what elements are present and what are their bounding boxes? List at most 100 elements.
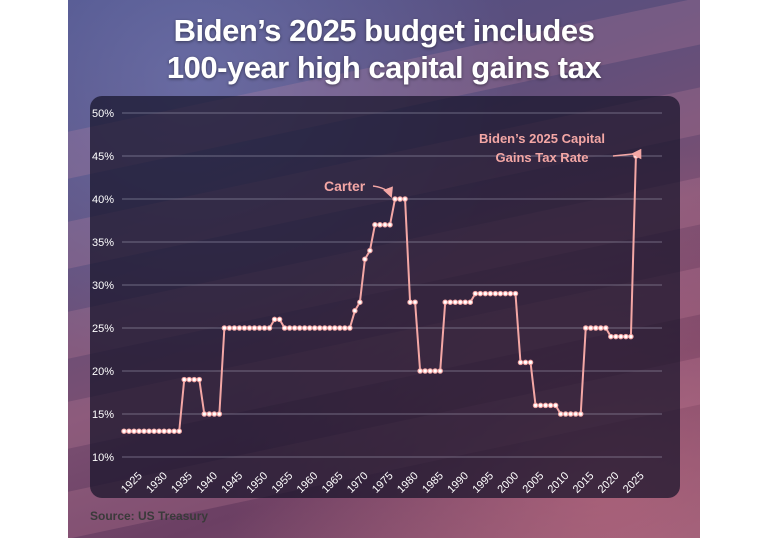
data-point — [296, 325, 303, 331]
data-point — [181, 376, 187, 383]
data-point — [407, 299, 413, 305]
y-tick-label: 45% — [92, 151, 114, 163]
data-point — [582, 325, 589, 331]
data-point — [593, 325, 599, 331]
data-point — [281, 325, 288, 331]
data-point — [286, 325, 293, 331]
data-point — [382, 222, 388, 228]
x-tick-label: 1940 — [194, 470, 220, 496]
data-point — [211, 411, 218, 417]
data-point — [598, 325, 604, 331]
data-point — [492, 290, 499, 297]
data-point — [176, 428, 182, 434]
y-tick-label: 25% — [92, 323, 114, 335]
data-point — [126, 428, 132, 434]
data-point — [633, 153, 639, 159]
x-tick-label: 2005 — [521, 470, 547, 496]
data-point — [136, 428, 142, 434]
data-point — [522, 359, 529, 366]
y-tick-label: 30% — [92, 280, 114, 292]
annotation-biden-line-1: Biden’s 2025 Capital — [479, 131, 605, 146]
data-point — [261, 325, 268, 331]
data-point — [141, 428, 147, 434]
data-point — [332, 325, 338, 331]
headline-line-1: Biden’s 2025 budget includes — [173, 13, 595, 48]
data-point — [377, 222, 383, 228]
data-point — [517, 359, 524, 366]
data-point — [151, 428, 157, 434]
data-point — [166, 428, 172, 434]
y-tick-label: 10% — [92, 452, 114, 464]
data-point — [497, 290, 504, 297]
annotation-biden-line-2: Gains Tax Rate — [496, 150, 589, 165]
data-point — [567, 411, 574, 417]
data-point — [537, 402, 544, 409]
data-point — [613, 333, 619, 340]
x-tick-label: 2020 — [596, 470, 622, 496]
data-point — [618, 333, 624, 340]
data-point — [316, 325, 323, 331]
x-tick-label: 1985 — [420, 470, 446, 496]
data-point — [527, 359, 534, 366]
data-point — [251, 325, 258, 331]
data-point — [532, 402, 539, 409]
data-point — [206, 411, 213, 417]
data-point — [588, 325, 594, 331]
annotation-arrow-biden — [612, 148, 642, 160]
data-point — [171, 428, 177, 434]
x-tick-label: 2000 — [495, 470, 521, 496]
data-point — [577, 411, 584, 417]
data-point — [322, 325, 328, 331]
tax-rate-line — [124, 155, 637, 433]
data-point — [542, 402, 549, 409]
data-point — [327, 325, 333, 331]
data-point — [216, 411, 223, 417]
y-tick-label: 40% — [92, 194, 114, 206]
headline-line-2: 100-year high capital gains tax — [166, 50, 602, 85]
data-point — [161, 428, 167, 434]
data-point — [156, 428, 162, 434]
data-point — [437, 368, 443, 374]
data-point — [392, 196, 398, 202]
data-point — [562, 411, 569, 417]
data-point — [201, 411, 208, 417]
data-point — [357, 299, 363, 305]
data-point — [427, 368, 433, 374]
data-point — [291, 325, 298, 331]
data-point — [256, 325, 263, 331]
capital-gains-line-chart: 10%15%20%25%30%35%40%45%50%1925 1930 1935 1… — [92, 108, 662, 496]
y-tick-label: 20% — [92, 366, 114, 378]
data-point — [402, 196, 408, 202]
x-tick-label: 2010 — [546, 470, 572, 496]
data-point — [502, 290, 509, 297]
data-point — [397, 196, 403, 202]
data-point — [477, 290, 484, 297]
x-tick-label: 1980 — [395, 470, 421, 496]
data-point — [608, 333, 614, 340]
data-point — [271, 316, 278, 323]
data-point — [337, 325, 343, 331]
x-tick-label: 1990 — [445, 470, 471, 496]
data-point — [572, 411, 579, 417]
x-tick-label: 1945 — [219, 470, 245, 496]
data-point — [552, 402, 559, 409]
data-point — [226, 325, 233, 331]
data-point — [362, 256, 368, 262]
data-point — [452, 299, 458, 305]
x-tick-label: 1925 — [119, 470, 145, 496]
data-point — [487, 290, 494, 297]
data-point — [301, 325, 308, 331]
data-point — [352, 308, 358, 314]
x-tick-label: 1950 — [244, 470, 270, 496]
x-tick-label: 1955 — [270, 470, 296, 496]
data-point — [462, 299, 469, 305]
data-point — [387, 222, 393, 228]
data-point — [417, 368, 423, 374]
annotation-carter: Carter — [324, 178, 366, 194]
data-point — [266, 325, 273, 331]
x-tick-label: 1970 — [345, 470, 371, 496]
data-point — [196, 376, 203, 383]
data-point — [367, 247, 373, 254]
x-tick-label: 1960 — [295, 470, 321, 496]
data-point — [467, 299, 474, 305]
